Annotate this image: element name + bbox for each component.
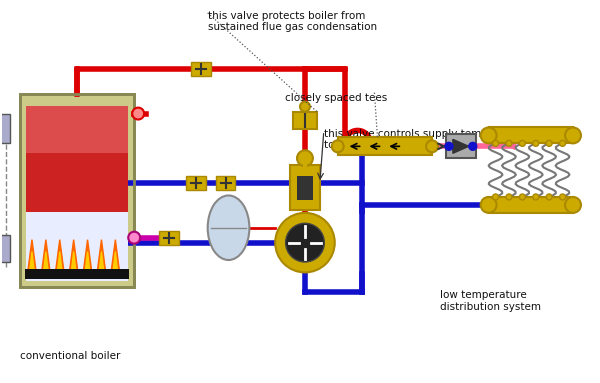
- Circle shape: [132, 108, 144, 119]
- Circle shape: [520, 141, 526, 146]
- Bar: [26, 106, 128, 212]
- Bar: [159, 231, 179, 245]
- Circle shape: [300, 101, 310, 111]
- Circle shape: [481, 197, 497, 213]
- Circle shape: [128, 232, 140, 244]
- Circle shape: [565, 197, 581, 213]
- Bar: [191, 62, 211, 76]
- Text: this valve protects boiler from
sustained flue gas condensation: this valve protects boiler from sustaine…: [208, 11, 377, 33]
- Circle shape: [445, 142, 453, 150]
- Bar: [293, 111, 317, 129]
- Polygon shape: [83, 240, 92, 277]
- Polygon shape: [55, 240, 65, 277]
- Circle shape: [533, 194, 539, 200]
- Circle shape: [493, 141, 499, 146]
- Circle shape: [469, 142, 477, 150]
- Bar: [488, 197, 573, 213]
- Polygon shape: [57, 252, 63, 277]
- Bar: [488, 128, 573, 143]
- Circle shape: [565, 128, 581, 143]
- Text: low temperature
distribution system: low temperature distribution system: [440, 290, 541, 312]
- Bar: [297, 176, 313, 200]
- Polygon shape: [41, 240, 51, 277]
- Polygon shape: [43, 252, 49, 277]
- Circle shape: [546, 194, 552, 200]
- Circle shape: [426, 141, 438, 152]
- Circle shape: [332, 141, 344, 152]
- Bar: [290, 165, 320, 210]
- Text: this valve controls supply temperature
to distribution system: this valve controls supply temperature t…: [324, 129, 526, 151]
- Circle shape: [560, 194, 566, 200]
- Polygon shape: [97, 240, 106, 277]
- Circle shape: [506, 194, 512, 200]
- Bar: [0, 114, 10, 143]
- Polygon shape: [71, 252, 77, 277]
- Bar: [25, 269, 129, 279]
- Polygon shape: [112, 252, 118, 277]
- Polygon shape: [29, 252, 35, 277]
- Bar: [215, 176, 235, 190]
- Circle shape: [506, 141, 512, 146]
- Polygon shape: [68, 240, 79, 277]
- Bar: [446, 134, 476, 158]
- Circle shape: [481, 128, 497, 143]
- Polygon shape: [98, 252, 104, 277]
- Bar: [20, 94, 134, 287]
- Circle shape: [286, 223, 325, 262]
- Circle shape: [493, 194, 499, 200]
- Circle shape: [546, 141, 552, 146]
- Polygon shape: [110, 240, 121, 277]
- Bar: [26, 212, 128, 282]
- Ellipse shape: [208, 195, 250, 260]
- Polygon shape: [453, 139, 469, 153]
- Bar: [26, 106, 128, 154]
- Circle shape: [533, 141, 539, 146]
- Bar: [338, 137, 432, 155]
- Text: conventional boiler: conventional boiler: [20, 351, 121, 361]
- Polygon shape: [27, 240, 37, 277]
- Circle shape: [520, 194, 526, 200]
- Circle shape: [275, 213, 335, 272]
- Bar: [186, 176, 206, 190]
- Bar: [0, 235, 10, 262]
- Circle shape: [560, 141, 566, 146]
- Bar: [20, 94, 134, 287]
- Polygon shape: [85, 252, 91, 277]
- Circle shape: [297, 150, 313, 166]
- Text: closely spaced tees: closely spaced tees: [285, 93, 388, 103]
